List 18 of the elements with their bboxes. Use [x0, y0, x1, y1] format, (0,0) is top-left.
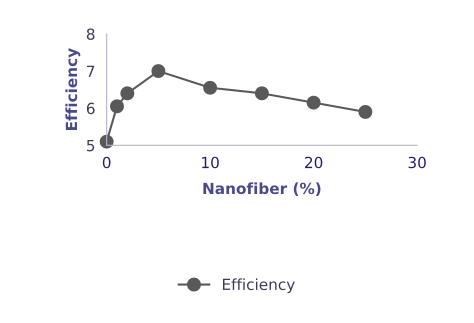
- y-tick-label: 5: [87, 140, 94, 152]
- point: [120, 86, 134, 100]
- y-tick-label: 8: [86, 28, 94, 40]
- point: [203, 80, 218, 95]
- x-tick-label: 20: [305, 156, 322, 168]
- point: [254, 86, 269, 100]
- x-tick-label: 0: [102, 156, 110, 168]
- point: [110, 99, 124, 114]
- y-tick-label: 7: [87, 66, 94, 77]
- point: [151, 64, 166, 78]
- y-axis-title: Efficiency: [65, 48, 80, 130]
- x-tick-label: 30: [408, 156, 426, 168]
- x-axis-title: Nanofiber (%): [203, 182, 320, 196]
- point: [358, 104, 372, 119]
- point: [306, 96, 321, 110]
- legend-label: Efficiency: [222, 278, 295, 294]
- x-tick-label: 10: [202, 156, 219, 168]
- y-tick-label: 6: [86, 102, 95, 114]
